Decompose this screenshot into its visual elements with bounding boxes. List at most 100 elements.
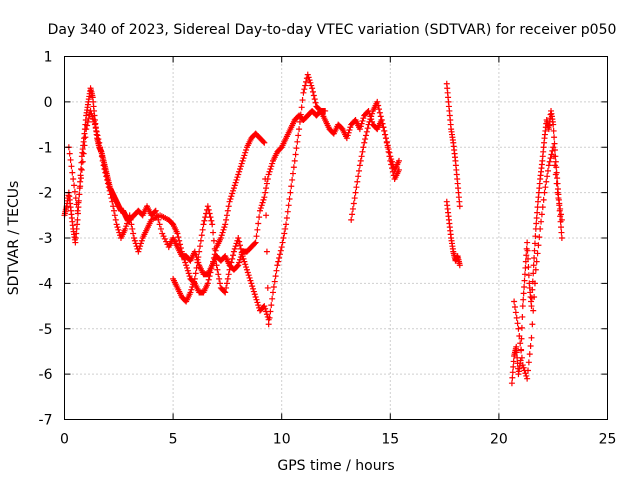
- data-point: [292, 151, 299, 158]
- data-point: [246, 274, 253, 281]
- data-point: [552, 158, 559, 165]
- data-point: [271, 278, 278, 285]
- data-point: [177, 241, 184, 248]
- data-point: [523, 252, 530, 259]
- data-point: [456, 262, 463, 269]
- data-point: [276, 254, 283, 261]
- data-point: [518, 354, 525, 361]
- data-point: [274, 262, 281, 269]
- data-point: [524, 239, 531, 246]
- data-point: [537, 225, 544, 232]
- data-point: [234, 263, 241, 270]
- data-point: [310, 92, 317, 99]
- data-point: [529, 286, 536, 293]
- data-point: [110, 203, 117, 210]
- data-point: [132, 240, 139, 247]
- data-point: [308, 82, 315, 89]
- data-point: [558, 224, 565, 231]
- data-point: [550, 121, 557, 128]
- data-point: [294, 138, 301, 145]
- data-point: [222, 221, 229, 228]
- data-point: [227, 195, 234, 202]
- data-point: [137, 240, 144, 247]
- data-point: [360, 144, 367, 151]
- data-point: [353, 184, 360, 191]
- data-point: [532, 266, 539, 273]
- data-point: [558, 229, 565, 236]
- data-point: [103, 173, 110, 180]
- data-point: [547, 155, 554, 162]
- data-point: [358, 153, 365, 160]
- data-point: [276, 251, 283, 258]
- data-point: [558, 211, 565, 218]
- data-point: [514, 320, 521, 327]
- data-point: [253, 233, 260, 240]
- data-point: [389, 168, 396, 175]
- data-point: [195, 254, 202, 261]
- data-point: [517, 357, 524, 364]
- data-point: [556, 200, 563, 207]
- data-point: [554, 189, 561, 196]
- data-point: [346, 127, 353, 134]
- data-point: [263, 248, 270, 255]
- data-point: [242, 149, 249, 156]
- data-point: [84, 118, 91, 125]
- x-tick-label: 0: [60, 432, 69, 448]
- data-point: [250, 285, 257, 292]
- data-point: [296, 118, 303, 125]
- data-point: [204, 280, 211, 287]
- data-point: [263, 180, 270, 187]
- data-point: [220, 226, 227, 233]
- data-point: [205, 276, 212, 283]
- data-point: [235, 171, 242, 178]
- data-point: [263, 308, 270, 315]
- data-point: [233, 176, 240, 183]
- data-point: [243, 264, 250, 271]
- data-point: [208, 265, 215, 272]
- data-point: [376, 109, 383, 116]
- data-point: [510, 358, 517, 365]
- data-point: [368, 113, 375, 120]
- data-point: [176, 237, 183, 244]
- data-point: [193, 264, 200, 271]
- data-point: [344, 132, 351, 139]
- data-point: [111, 212, 118, 219]
- data-point: [204, 203, 211, 210]
- data-point: [230, 252, 237, 259]
- data-point: [81, 142, 88, 149]
- data-point: [509, 369, 516, 376]
- data-point: [223, 280, 230, 287]
- data-point: [181, 256, 188, 263]
- data-point: [106, 187, 113, 194]
- data-point: [190, 281, 197, 288]
- data-point: [198, 232, 205, 239]
- data-point: [309, 88, 316, 95]
- data-point: [190, 278, 197, 285]
- data-point: [231, 245, 238, 252]
- data-point: [277, 247, 284, 254]
- data-point: [209, 221, 216, 228]
- data-point: [135, 248, 142, 255]
- data-point: [180, 254, 187, 261]
- data-point: [236, 166, 243, 173]
- data-point: [88, 110, 95, 117]
- data-point: [284, 208, 291, 215]
- data-point: [285, 202, 292, 209]
- data-point: [225, 203, 232, 210]
- data-point: [104, 180, 111, 187]
- data-point: [289, 170, 296, 177]
- data-point: [360, 115, 367, 122]
- data-point: [275, 258, 282, 265]
- x-tick-label: 15: [381, 432, 399, 448]
- data-point: [527, 342, 534, 349]
- data-point: [109, 198, 116, 205]
- data-point: [307, 79, 314, 86]
- data-point: [379, 120, 386, 127]
- data-point: [244, 269, 251, 276]
- data-point: [238, 160, 245, 167]
- data-point: [247, 277, 254, 284]
- data-point: [230, 185, 237, 192]
- data-point: [520, 364, 527, 371]
- data-point: [553, 180, 560, 187]
- data-point: [270, 289, 277, 296]
